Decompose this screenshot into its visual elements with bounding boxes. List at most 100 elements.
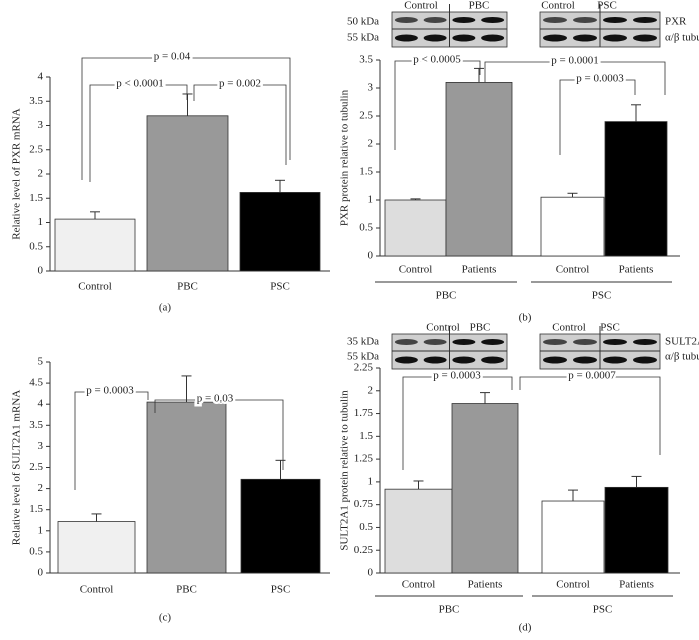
y-tick-label: 3 — [38, 440, 44, 452]
blot-band — [423, 34, 447, 42]
bar — [541, 500, 605, 574]
blot-band — [543, 339, 567, 345]
blot-band — [603, 339, 627, 345]
protein-label: α/β tubulin — [665, 351, 699, 363]
y-tick-label: 3.5 — [29, 419, 43, 431]
significance-bracket — [193, 84, 287, 165]
significance-bracket — [89, 84, 188, 182]
blot-band — [603, 34, 627, 42]
p-value: p = 0.0003 — [433, 370, 481, 382]
bar — [540, 196, 605, 257]
lane-label: Control — [426, 322, 460, 334]
p-value: p = 0.03 — [197, 393, 234, 405]
y-tick-label: 2.5 — [29, 461, 43, 473]
p-value: p = 0.0007 — [568, 370, 616, 382]
y-axis-label: SULT2A1 protein relative to tubulin — [339, 390, 351, 551]
y-tick-label: 4.5 — [29, 377, 43, 389]
panel-caption: (a) — [159, 302, 172, 314]
size-label: 35 kDa — [347, 336, 379, 348]
significance-bracket — [559, 79, 636, 155]
y-tick-label: 1 — [38, 524, 44, 536]
p-value: p < 0.0001 — [116, 78, 163, 90]
bar — [384, 488, 453, 574]
blot-band — [543, 356, 567, 364]
y-tick-label: 2.5 — [29, 143, 43, 155]
lane-label: PSC — [600, 322, 620, 334]
p-value: p < 0.0005 — [413, 54, 461, 66]
bar — [451, 403, 519, 574]
y-tick-label: 0.5 — [359, 222, 373, 234]
bar — [239, 192, 321, 272]
lane-label: Control — [552, 322, 586, 334]
blot-band — [452, 34, 476, 42]
x-tick-label: Control — [402, 579, 436, 591]
group-label: PSC — [592, 290, 612, 302]
y-axis-label: Relative level of SULT2A1 mRNA — [11, 390, 23, 545]
significance-bracket — [394, 60, 481, 150]
blot-band — [573, 34, 597, 42]
y-tick-label: 4 — [38, 71, 44, 83]
protein-label: PXR — [665, 16, 687, 28]
y-tick-label: 3 — [368, 82, 374, 94]
y-tick-label: 1 — [38, 216, 44, 228]
x-tick-label: Control — [556, 579, 590, 591]
y-tick-label: 0.5 — [29, 240, 43, 252]
y-tick-label: 3 — [38, 119, 44, 131]
x-tick-label: PBC — [177, 281, 198, 293]
p-value: p = 0.002 — [219, 78, 261, 90]
blot-band — [452, 17, 476, 23]
lane-label: PBC — [470, 322, 491, 334]
blot-band — [452, 356, 476, 364]
y-tick-label: 0 — [368, 567, 374, 579]
p-value: p = 0.0001 — [551, 55, 598, 67]
bar — [240, 478, 321, 574]
bar — [146, 115, 229, 272]
y-tick-label: 2 — [368, 384, 374, 396]
x-tick-label: Patients — [468, 579, 503, 591]
y-tick-label: 1.5 — [359, 166, 373, 178]
y-tick-label: 2 — [38, 168, 44, 180]
blot-band — [633, 339, 657, 345]
blot-band — [603, 17, 627, 23]
bar — [604, 486, 669, 574]
y-tick-label: 0 — [38, 265, 44, 277]
blot-band — [543, 34, 567, 42]
y-tick-label: 0.75 — [354, 498, 374, 510]
lane-label: Control — [541, 0, 575, 12]
y-tick-label: 2.5 — [359, 110, 373, 122]
y-axis-label: Relative level of PXR mRNA — [11, 108, 23, 239]
y-tick-label: 1 — [368, 475, 374, 487]
bar — [57, 521, 136, 574]
significance-bracket — [484, 61, 666, 95]
blot-band — [573, 339, 597, 345]
significance-bracket — [402, 376, 513, 470]
y-tick-label: 0.5 — [359, 521, 373, 533]
x-tick-label: Patients — [462, 264, 497, 276]
blot-band — [633, 17, 657, 23]
bar — [54, 218, 136, 272]
protein-label: α/β tubulin — [665, 32, 699, 44]
blot-band — [452, 339, 476, 345]
blot-band — [481, 34, 505, 42]
size-label: 50 kDa — [347, 16, 379, 28]
x-tick-label: PSC — [271, 584, 291, 596]
blot-band — [423, 17, 447, 23]
significance-bracket — [154, 399, 284, 470]
x-tick-label: Control — [556, 264, 590, 276]
size-label: 55 kDa — [347, 32, 379, 44]
y-tick-label: 3.5 — [359, 54, 373, 66]
panel-caption: (c) — [159, 612, 172, 624]
blot-band — [603, 356, 627, 364]
blot-band — [633, 356, 657, 364]
blot-band — [423, 339, 447, 345]
blot-band — [481, 356, 505, 364]
blot-band — [481, 17, 505, 23]
bar — [146, 401, 227, 574]
y-tick-label: 0.5 — [29, 545, 43, 557]
y-tick-label: 5 — [38, 356, 44, 368]
significance-bracket — [519, 376, 661, 455]
blot-band — [573, 356, 597, 364]
y-tick-label: 0 — [368, 250, 374, 262]
blot-band — [423, 356, 447, 364]
